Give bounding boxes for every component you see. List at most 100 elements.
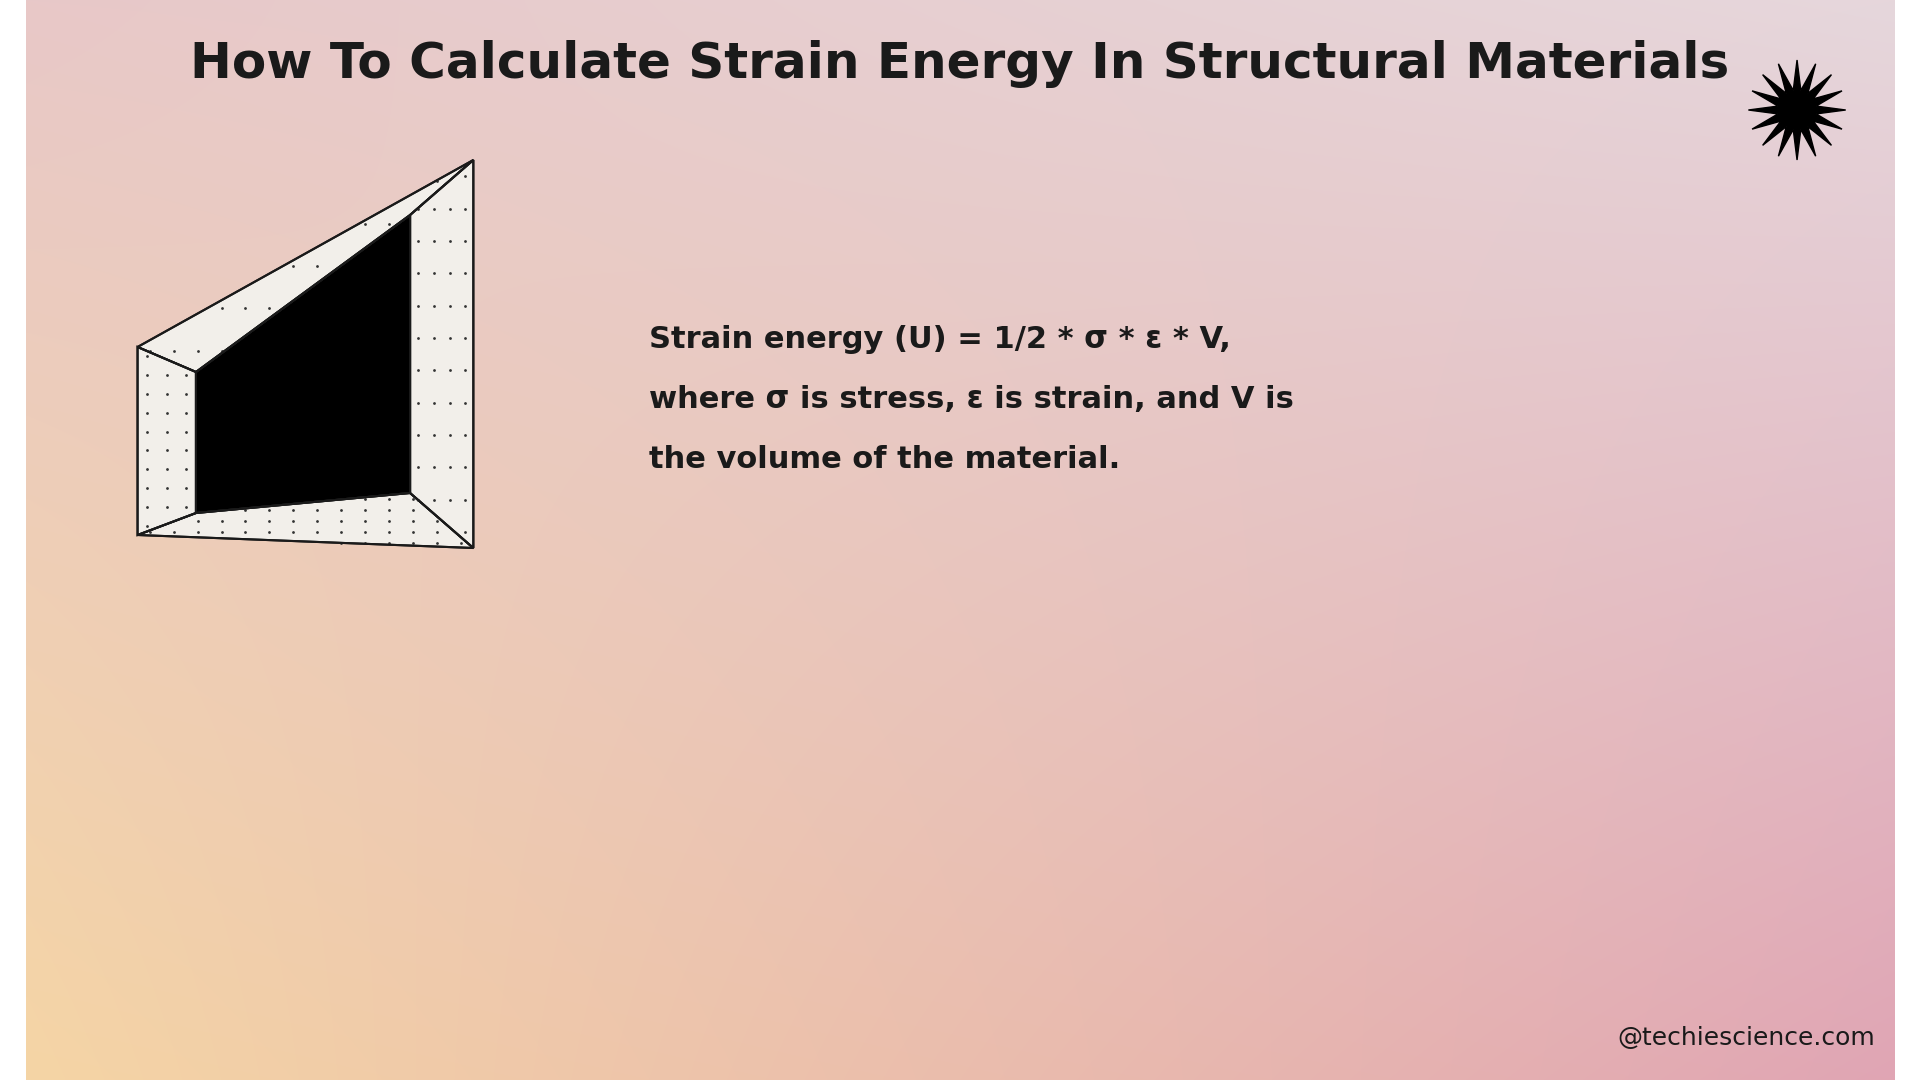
- Point: [434, 232, 465, 249]
- Point: [403, 329, 434, 347]
- Point: [152, 404, 182, 421]
- Point: [171, 404, 202, 421]
- Point: [301, 523, 332, 540]
- Point: [449, 490, 480, 509]
- Point: [445, 534, 476, 551]
- Point: [419, 232, 449, 249]
- Polygon shape: [138, 160, 474, 372]
- Point: [403, 427, 434, 444]
- Point: [403, 362, 434, 379]
- Polygon shape: [1749, 60, 1845, 160]
- Point: [171, 442, 202, 459]
- Point: [152, 423, 182, 441]
- Point: [278, 501, 309, 518]
- Point: [182, 512, 213, 529]
- Point: [434, 200, 465, 217]
- Point: [449, 200, 480, 217]
- Point: [403, 200, 434, 217]
- Text: How To Calculate Strain Energy In Structural Materials: How To Calculate Strain Energy In Struct…: [190, 40, 1730, 87]
- Point: [434, 297, 465, 314]
- Point: [449, 394, 480, 411]
- Point: [301, 512, 332, 529]
- Point: [205, 342, 236, 360]
- Point: [403, 297, 434, 314]
- Polygon shape: [196, 215, 411, 513]
- Point: [397, 534, 428, 551]
- Polygon shape: [411, 160, 474, 548]
- Point: [326, 534, 357, 551]
- Point: [449, 329, 480, 347]
- Point: [205, 512, 236, 529]
- Point: [422, 534, 453, 551]
- Point: [132, 460, 163, 477]
- Point: [152, 480, 182, 497]
- Point: [419, 265, 449, 282]
- Point: [422, 173, 453, 190]
- Point: [171, 480, 202, 497]
- Point: [403, 265, 434, 282]
- Point: [419, 459, 449, 476]
- Point: [419, 200, 449, 217]
- Point: [230, 512, 261, 529]
- Point: [403, 459, 434, 476]
- Point: [397, 523, 428, 540]
- Point: [132, 498, 163, 515]
- Point: [253, 501, 284, 518]
- Point: [253, 512, 284, 529]
- Point: [434, 427, 465, 444]
- Polygon shape: [138, 347, 196, 535]
- Point: [403, 394, 434, 411]
- Point: [349, 523, 380, 540]
- Point: [157, 342, 188, 360]
- Point: [449, 265, 480, 282]
- Point: [449, 459, 480, 476]
- Point: [403, 232, 434, 249]
- Point: [397, 512, 428, 529]
- Point: [152, 366, 182, 383]
- Point: [278, 512, 309, 529]
- Point: [349, 512, 380, 529]
- Text: the volume of the material.: the volume of the material.: [649, 445, 1119, 474]
- Point: [205, 300, 236, 318]
- Point: [374, 534, 405, 551]
- Point: [419, 490, 449, 509]
- Polygon shape: [138, 492, 474, 548]
- Point: [326, 501, 357, 518]
- Point: [182, 523, 213, 540]
- Point: [301, 257, 332, 274]
- Point: [205, 523, 236, 540]
- Point: [422, 512, 453, 529]
- Point: [349, 490, 380, 508]
- Point: [419, 394, 449, 411]
- Point: [253, 523, 284, 540]
- Point: [374, 523, 405, 540]
- Point: [349, 534, 380, 551]
- Point: [434, 459, 465, 476]
- Point: [157, 523, 188, 540]
- Point: [374, 501, 405, 518]
- Point: [182, 342, 213, 360]
- Point: [449, 232, 480, 249]
- Point: [278, 523, 309, 540]
- Point: [132, 404, 163, 421]
- Point: [132, 517, 163, 535]
- Point: [397, 490, 428, 508]
- Point: [434, 490, 465, 509]
- Point: [434, 265, 465, 282]
- Point: [419, 362, 449, 379]
- Point: [152, 442, 182, 459]
- Point: [349, 215, 380, 232]
- Point: [278, 257, 309, 274]
- Point: [397, 501, 428, 518]
- Point: [132, 480, 163, 497]
- Point: [230, 501, 261, 518]
- Text: where σ is stress, ε is strain, and V is: where σ is stress, ε is strain, and V is: [649, 386, 1294, 415]
- Point: [230, 300, 261, 318]
- Point: [403, 490, 434, 509]
- Point: [132, 348, 163, 365]
- Point: [449, 297, 480, 314]
- Point: [449, 362, 480, 379]
- Point: [419, 329, 449, 347]
- Point: [419, 427, 449, 444]
- Point: [253, 300, 284, 318]
